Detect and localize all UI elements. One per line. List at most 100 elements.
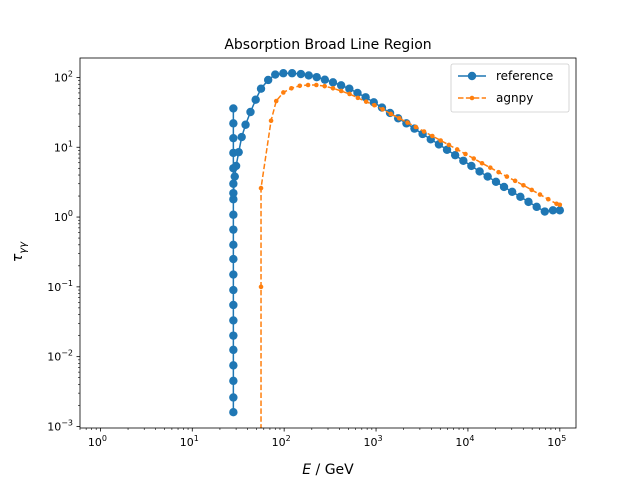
y-tick-label-exp-5: 2 [68, 69, 73, 78]
y-tick-label-2: 10−1 [47, 279, 73, 294]
data-point-reference-58 [491, 177, 501, 186]
x-tick-label-base-1: 10 [180, 436, 194, 449]
data-point-reference-27 [246, 107, 255, 117]
data-point-reference-15 [229, 179, 238, 188]
data-point-reference-61 [516, 192, 525, 202]
y-tick-label-exp-4: 1 [68, 139, 73, 148]
data-point-agnpy-32 [504, 174, 510, 179]
data-point-agnpy-19 [396, 115, 402, 121]
data-point-agnpy-39 [557, 202, 563, 208]
data-point-reference-30 [263, 75, 273, 85]
data-point-reference-65 [548, 206, 558, 215]
data-point-agnpy-7 [297, 83, 303, 89]
data-point-reference-21 [229, 188, 238, 198]
data-point-reference-33 [287, 69, 297, 78]
x-axis-label-unit: / GeV [311, 462, 354, 478]
legend-label-agnpy: agnpy [496, 91, 533, 105]
data-point-agnpy-28 [471, 156, 477, 161]
data-point-reference-7 [229, 300, 238, 310]
data-point-reference-22 [230, 172, 239, 181]
data-point-reference-55 [467, 161, 476, 171]
data-point-agnpy-24 [438, 138, 443, 143]
data-point-reference-41 [353, 88, 362, 98]
x-tick-label-exp-5: 5 [561, 434, 566, 443]
y-axis-label-subscript: γγ [18, 241, 29, 254]
data-point-reference-6 [229, 316, 238, 325]
y-tick-label-base-1: 10 [47, 351, 61, 364]
data-point-reference-18 [229, 133, 238, 143]
y-tick-label-exp-1: −2 [61, 349, 73, 358]
data-point-reference-62 [524, 197, 533, 207]
data-point-reference-0 [229, 408, 238, 417]
y-axis-label: τγγ [10, 241, 29, 262]
plot-background [80, 58, 576, 428]
x-tick-label-base-4: 10 [455, 436, 469, 449]
data-point-reference-2 [229, 376, 238, 386]
x-tick-label-exp-3: 3 [377, 434, 382, 443]
data-point-reference-28 [251, 95, 260, 104]
data-point-reference-25 [237, 132, 246, 142]
y-tick-label-base-4: 10 [54, 141, 68, 154]
legend: reference agnpy [450, 63, 570, 113]
data-point-reference-56 [475, 167, 484, 176]
data-point-reference-8 [229, 285, 238, 295]
data-point-reference-13 [229, 210, 238, 219]
data-point-agnpy-13 [347, 91, 352, 97]
data-point-reference-63 [532, 202, 541, 212]
data-point-agnpy-30 [488, 165, 493, 170]
x-axis-label-symbol: E [302, 462, 311, 478]
data-point-reference-59 [499, 182, 509, 192]
data-point-agnpy-14 [355, 95, 361, 101]
x-tick-label-exp-0: 0 [102, 434, 107, 443]
data-point-agnpy-36 [537, 192, 543, 197]
data-point-reference-32 [279, 69, 288, 78]
data-point-reference-42 [361, 93, 370, 102]
data-point-reference-53 [450, 150, 460, 160]
legend-marker-agnpy [469, 95, 475, 101]
legend-label-reference: reference [496, 69, 553, 83]
data-point-reference-64 [540, 207, 549, 216]
x-tick-label-2: 102 [272, 434, 291, 449]
x-tick-label-base-5: 10 [547, 436, 561, 449]
data-point-agnpy-10 [322, 83, 327, 89]
legend-marker-reference [467, 71, 477, 81]
data-point-agnpy-8 [305, 82, 311, 88]
data-point-reference-38 [328, 78, 338, 87]
data-point-reference-52 [442, 145, 452, 154]
data-point-agnpy-9 [314, 82, 319, 88]
data-point-reference-31 [271, 70, 280, 79]
x-axis-label: E / GeV [302, 462, 354, 478]
data-point-agnpy-16 [372, 102, 377, 108]
x-tick-label-base-2: 10 [272, 436, 286, 449]
data-point-reference-11 [229, 240, 238, 250]
data-point-reference-19 [229, 119, 238, 128]
data-point-reference-14 [229, 195, 238, 204]
data-point-reference-57 [483, 172, 492, 181]
data-point-reference-26 [241, 120, 250, 129]
data-point-agnpy-15 [363, 99, 369, 104]
x-tick-label-exp-1: 1 [194, 434, 199, 443]
data-point-reference-3 [229, 361, 238, 370]
data-point-reference-9 [229, 270, 238, 279]
data-point-reference-54 [459, 156, 468, 165]
data-point-reference-24 [234, 147, 243, 157]
data-point-agnpy-17 [380, 106, 385, 112]
y-tick-label-1: 10−2 [47, 349, 73, 364]
data-point-agnpy-31 [496, 169, 501, 175]
series-agnpy [258, 82, 563, 428]
x-tick-label-4: 104 [455, 434, 474, 449]
y-tick-label-5: 102 [54, 69, 73, 84]
data-point-agnpy-2 [258, 185, 264, 191]
x-tick-label-exp-2: 2 [286, 434, 291, 443]
series-clipped [229, 69, 565, 428]
data-point-reference-23 [231, 161, 241, 171]
data-point-reference-29 [256, 84, 266, 93]
data-point-agnpy-22 [421, 129, 427, 134]
data-point-reference-4 [229, 345, 238, 355]
data-point-agnpy-25 [446, 142, 452, 148]
data-point-reference-39 [336, 81, 346, 90]
y-tick-label-exp-2: −1 [61, 279, 73, 288]
plot-area [80, 58, 576, 428]
